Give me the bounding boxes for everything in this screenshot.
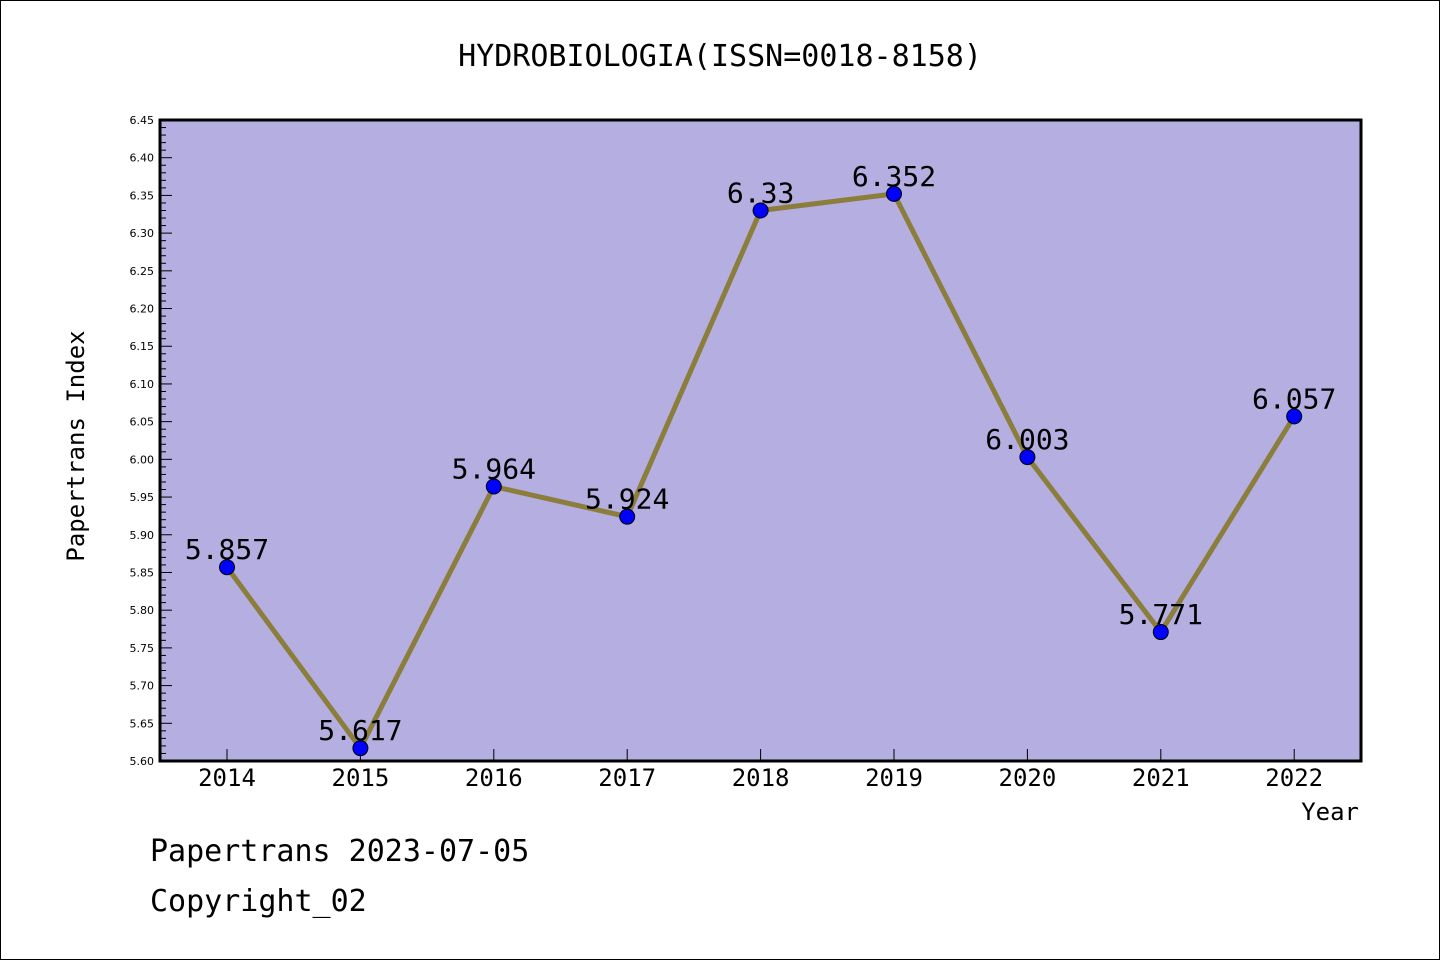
data-point <box>1286 408 1303 425</box>
y-tick-label: 6.10 <box>130 378 155 391</box>
x-tick-label: 2020 <box>999 764 1057 792</box>
data-point <box>752 202 769 219</box>
x-axis-ticks: 2014 2015 2016 2017 2018 2019 2020 2021 2022 <box>198 749 1323 792</box>
data-point <box>485 478 502 495</box>
data-point <box>619 508 636 525</box>
y-tick-label: 5.70 <box>130 680 155 693</box>
x-axis-label: Year <box>1301 798 1359 826</box>
y-tick-label: 6.35 <box>130 189 155 202</box>
y-axis-label: Papertrans Index <box>62 330 90 561</box>
y-tick-label: 5.75 <box>130 642 155 655</box>
plot-area <box>160 120 1361 761</box>
series-markers <box>219 185 1303 757</box>
data-label: 6.352 <box>852 160 936 193</box>
plot-border <box>158 118 1363 763</box>
x-tick-label: 2017 <box>598 764 656 792</box>
data-label: 6.057 <box>1252 382 1336 415</box>
data-label: 5.617 <box>318 714 402 747</box>
data-label: 5.857 <box>185 533 269 566</box>
y-tick-label: 6.45 <box>130 114 155 127</box>
data-labels: 5.857 5.617 5.964 5.924 6.33 6.352 6.003 5.771 6… <box>185 160 1336 747</box>
y-tick-label: 5.65 <box>130 717 155 730</box>
y-tick-label: 6.40 <box>130 152 155 165</box>
x-tick-label: 2018 <box>732 764 790 792</box>
footer-date: Papertrans 2023-07-05 <box>150 834 530 869</box>
y-tick-label: 6.20 <box>130 303 155 316</box>
y-tick-label: 6.05 <box>130 416 155 429</box>
y-tick-label: 6.00 <box>130 453 155 466</box>
chart-title: HYDROBIOLOGIA(ISSN=0018-8158) <box>458 39 982 74</box>
data-label: 5.964 <box>452 453 536 486</box>
y-axis-ticks: 5.60 5.65 5.70 5.75 5.80 5.85 5.90 5.95 6.00 6.05… <box>130 114 172 768</box>
x-tick-label: 2021 <box>1132 764 1190 792</box>
x-tick-label: 2015 <box>332 764 390 792</box>
data-point <box>1019 449 1036 466</box>
y-tick-label: 5.60 <box>130 755 155 768</box>
y-tick-label: 6.30 <box>130 227 155 240</box>
data-label: 5.924 <box>585 483 669 516</box>
y-tick-label: 5.85 <box>130 566 155 579</box>
x-tick-label: 2019 <box>865 764 923 792</box>
data-point <box>352 740 369 757</box>
y-tick-label: 5.90 <box>130 529 155 542</box>
y-tick-label: 6.15 <box>130 340 155 353</box>
x-tick-label: 2014 <box>198 764 256 792</box>
data-label: 5.771 <box>1119 598 1203 631</box>
y-tick-label: 5.80 <box>130 604 155 617</box>
data-point <box>1152 624 1169 641</box>
y-tick-label: 5.95 <box>130 491 155 504</box>
data-point <box>219 559 235 576</box>
y-tick-label: 6.25 <box>130 265 155 278</box>
footer-copyright: Copyright_02 <box>150 884 367 919</box>
x-tick-label: 2016 <box>465 764 523 792</box>
data-label: 6.33 <box>727 176 794 209</box>
data-point <box>886 185 902 202</box>
x-tick-label: 2022 <box>1265 764 1323 792</box>
data-label: 6.003 <box>985 423 1069 456</box>
